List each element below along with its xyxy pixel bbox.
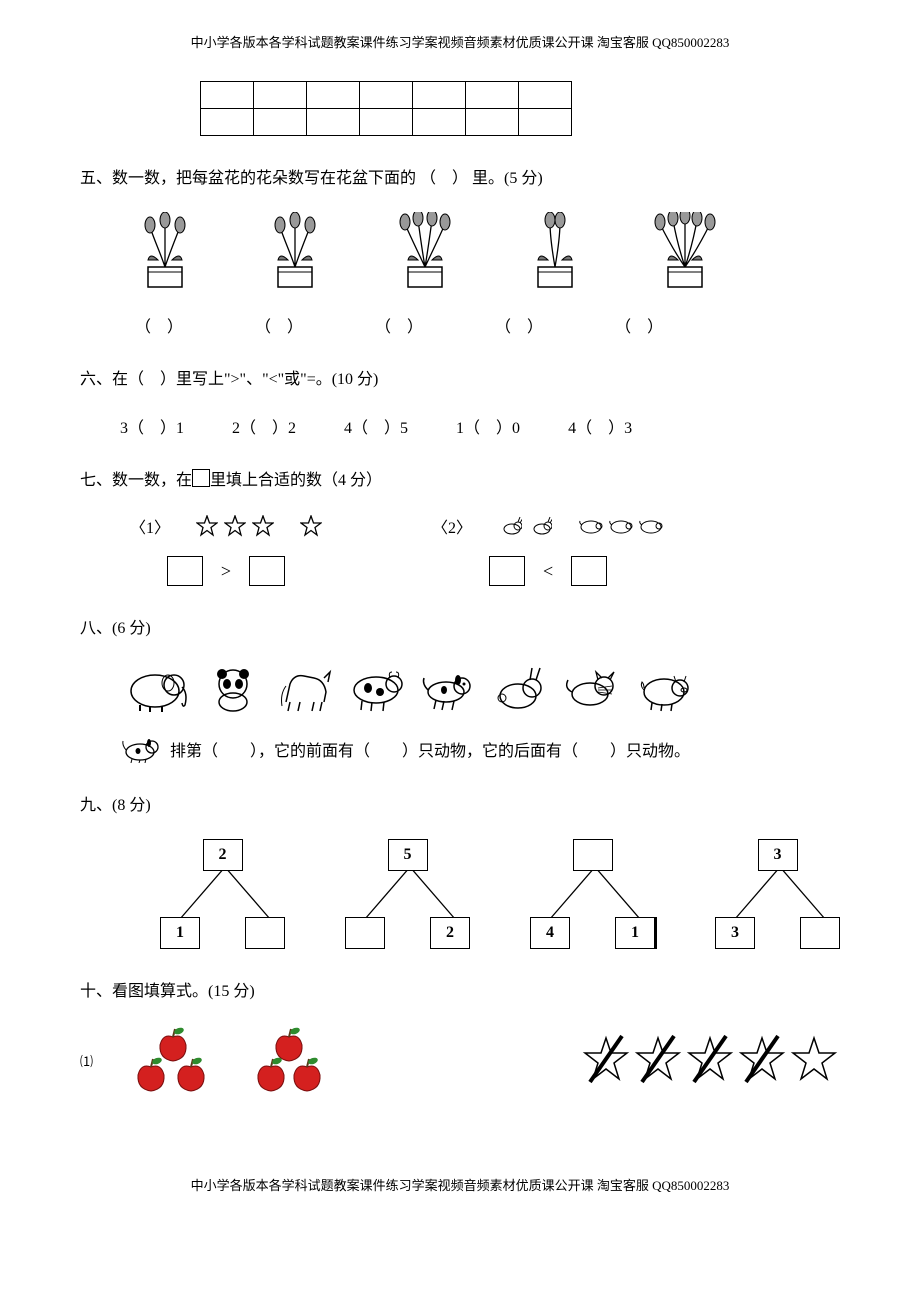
q9-bonds: 2 1 5 2 4 1 3 3	[80, 839, 840, 949]
q8-text: 排第（ ），它的前面有（ ）只动物，它的后面有（ ）只动物。	[170, 737, 690, 761]
q6-title: 六、在（ ）里写上">"、"<"或"=。(10 分)	[80, 365, 840, 395]
rabbit-group	[498, 516, 552, 536]
bond-left: 1	[160, 917, 200, 949]
comp-item: 3（ ）1	[120, 414, 184, 438]
number-bond: 2 1	[160, 839, 285, 949]
q6-items: 3（ ）1 2（ ）2 4（ ）5 1（ ）0 4（ ）3	[80, 414, 840, 438]
bond-top	[573, 839, 613, 871]
bond-left	[345, 917, 385, 949]
apple-icon	[133, 1055, 169, 1093]
flower-pot-icon	[510, 212, 600, 292]
answer-box	[249, 556, 285, 586]
apple-icon	[289, 1055, 325, 1093]
comp-item: 4（ ）5	[344, 414, 408, 438]
rabbit-icon	[528, 516, 552, 536]
blank: （ ）	[255, 313, 303, 337]
q7-label-2: 〈2〉	[432, 514, 472, 538]
number-bond: 5 2	[345, 839, 470, 949]
star-crossed-icon	[632, 1034, 684, 1086]
star-icon	[788, 1034, 840, 1086]
cow-icon	[348, 664, 406, 712]
bond-top: 2	[203, 839, 243, 871]
pig-group	[578, 517, 664, 535]
q7-label-1: 〈1〉	[130, 514, 170, 538]
star-crossed-icon	[684, 1034, 736, 1086]
q8-title: 八、(6 分)	[80, 614, 840, 644]
page-header: 中小学各版本各学科试题教案课件练习学案视频音频素材优质课公开课 淘宝客服 QQ8…	[80, 32, 840, 51]
star-crossed-icon	[736, 1034, 788, 1086]
rabbit-icon	[498, 516, 522, 536]
star-group	[196, 515, 274, 537]
q7-body: 〈1〉 > 〈2〉	[80, 514, 840, 586]
panda-icon	[204, 664, 262, 712]
q7-title: 七、数一数，在 里填上合适的数（4 分）	[80, 466, 840, 496]
blank: （ ）	[135, 313, 183, 337]
comp-item: 1（ ）0	[456, 414, 520, 438]
cat-icon	[564, 664, 622, 712]
stars-crossed-group	[580, 1034, 840, 1086]
bond-right	[800, 917, 840, 949]
star-icon	[224, 515, 246, 537]
gt-sign: >	[221, 561, 231, 582]
star-icon	[252, 515, 274, 537]
blank: （ ）	[615, 313, 663, 337]
number-bond: 3 3	[715, 839, 840, 949]
apple-icon	[253, 1055, 289, 1093]
star-icon	[196, 515, 218, 537]
number-bond: 4 1	[530, 839, 655, 949]
q8-animals	[80, 663, 840, 713]
bond-left: 4	[530, 917, 570, 949]
page-footer: 中小学各版本各学科试题教案课件练习学案视频音频素材优质课公开课 淘宝客服 QQ8…	[80, 1175, 840, 1194]
pig-icon	[636, 664, 694, 712]
dog-icon	[420, 664, 478, 712]
answer-box	[489, 556, 525, 586]
comp-item: 2（ ）2	[232, 414, 296, 438]
apple-icon	[173, 1055, 209, 1093]
box-icon	[192, 469, 210, 487]
flower-pot-icon	[640, 212, 730, 292]
q7-title-suffix: 里填上合适的数（4 分）	[210, 472, 382, 489]
elephant-icon	[120, 663, 190, 713]
bond-right: 2	[430, 917, 470, 949]
q10-title: 十、看图填算式。(15 分)	[80, 977, 840, 1007]
bond-left: 3	[715, 917, 755, 949]
pig-icon	[608, 517, 634, 535]
pig-icon	[638, 517, 664, 535]
answer-box	[167, 556, 203, 586]
q10-body: ⑴	[80, 1025, 840, 1095]
star-crossed-icon	[580, 1034, 632, 1086]
bond-right: 1	[615, 917, 655, 949]
q7-title-prefix: 七、数一数，在	[80, 472, 192, 489]
lt-sign: <	[543, 561, 553, 582]
star-group	[300, 515, 322, 537]
flower-pot-icon	[380, 212, 470, 292]
q9-title: 九、(8 分)	[80, 791, 840, 821]
bond-top: 3	[758, 839, 798, 871]
rabbit-icon	[492, 664, 550, 712]
blank: （ ）	[375, 313, 423, 337]
answer-box	[571, 556, 607, 586]
q5-blanks: （ ） （ ） （ ） （ ） （ ）	[80, 313, 840, 337]
apple-groups	[133, 1025, 325, 1095]
blank: （ ）	[495, 313, 543, 337]
flower-pot-icon	[120, 212, 210, 292]
q5-pots	[80, 212, 840, 297]
bond-top: 5	[388, 839, 428, 871]
comp-item: 4（ ）3	[568, 414, 632, 438]
q10-sublabel: ⑴	[80, 1051, 93, 1070]
pig-icon	[578, 517, 604, 535]
q8-sentence: 排第（ ），它的前面有（ ）只动物，它的后面有（ ）只动物。	[80, 735, 840, 763]
star-icon	[300, 515, 322, 537]
horse-icon	[276, 664, 334, 712]
small-dog-icon	[120, 735, 166, 763]
bond-right	[245, 917, 285, 949]
answer-grid	[200, 81, 572, 136]
q5-title: 五、数一数，把每盆花的花朵数写在花盆下面的 （ ） 里。(5 分)	[80, 164, 840, 194]
flower-pot-icon	[250, 212, 340, 292]
